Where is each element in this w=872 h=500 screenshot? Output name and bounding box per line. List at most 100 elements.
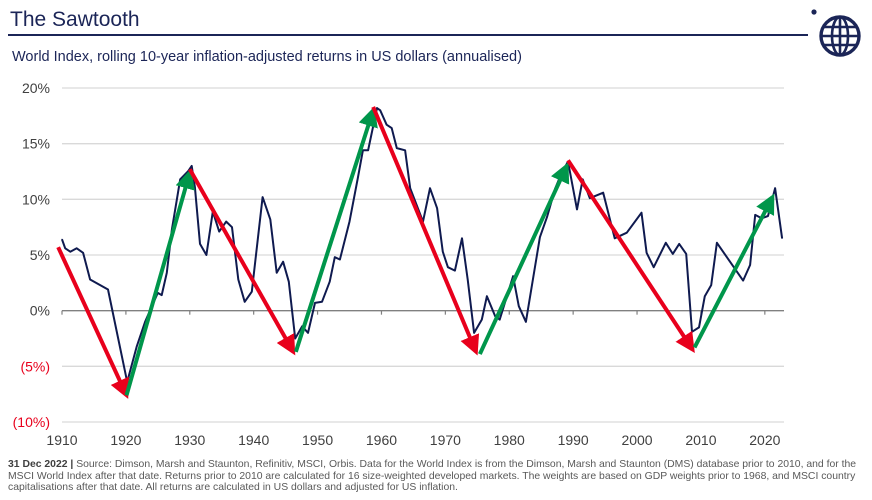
- up-trend-arrow: [478, 162, 570, 355]
- data-point: [386, 124, 388, 126]
- globe-icon: [811, 9, 861, 57]
- y-tick-label: 20%: [22, 80, 50, 96]
- y-axis-labels: 20% 15% 10% 5% 0% (5%) (10%): [13, 80, 50, 430]
- data-point: [107, 288, 109, 291]
- data-point: [396, 147, 398, 149]
- data-point: [69, 251, 71, 253]
- grid-lines: [62, 87, 784, 423]
- data-point: [288, 281, 290, 283]
- data-point: [653, 266, 655, 268]
- data-point: [749, 264, 751, 266]
- data-point: [576, 208, 578, 210]
- data-point: [362, 149, 364, 151]
- data-point: [321, 301, 323, 303]
- data-point: [698, 326, 700, 328]
- data-point: [481, 319, 483, 321]
- data-point: [357, 177, 359, 179]
- x-axis-labels: 1910 1920 1930 1940 1950 1960 1970 1980 1990 2000…: [46, 432, 780, 448]
- data-point: [314, 302, 316, 304]
- data-point: [436, 207, 438, 209]
- data-point: [376, 107, 378, 109]
- data-point: [499, 319, 501, 321]
- data-point: [231, 226, 233, 228]
- data-point: [640, 212, 643, 214]
- y-tick-label: 0%: [30, 303, 50, 319]
- data-point: [379, 109, 381, 111]
- data-point: [429, 187, 431, 189]
- x-tick-label: 2010: [685, 432, 716, 448]
- data-point: [334, 256, 336, 258]
- data-point: [781, 237, 783, 239]
- down-trend-arrow: [566, 159, 695, 353]
- y-tick-label: (5%): [20, 358, 50, 374]
- up-trend-arrow: [692, 193, 775, 349]
- data-point: [282, 261, 284, 263]
- data-point: [486, 295, 488, 297]
- data-point: [89, 278, 91, 281]
- x-axis: [61, 310, 784, 315]
- trend-arrows: [56, 106, 775, 399]
- down-trend-arrow: [371, 106, 480, 356]
- down-trend-arrow: [56, 246, 129, 399]
- data-point: [136, 345, 138, 347]
- data-point: [199, 243, 201, 245]
- data-point: [126, 381, 128, 383]
- x-tick-label: 2020: [749, 432, 780, 448]
- title-divider: [8, 34, 808, 36]
- x-tick-label: 2000: [621, 432, 652, 448]
- data-point: [187, 170, 189, 173]
- data-point: [191, 165, 193, 167]
- data-point: [237, 278, 239, 281]
- x-tick-label: 1970: [430, 432, 461, 448]
- data-point: [672, 253, 674, 255]
- data-point: [276, 272, 278, 274]
- data-point: [774, 187, 776, 189]
- data-point: [546, 216, 548, 218]
- data-point: [269, 218, 271, 220]
- chart-subtitle: World Index, rolling 10-year inflation-a…: [12, 49, 522, 65]
- data-point: [307, 332, 309, 334]
- data-point: [61, 238, 63, 240]
- data-point: [76, 247, 78, 249]
- data-point: [532, 278, 534, 281]
- x-tick-label: 1940: [238, 432, 269, 448]
- x-tick-label: 1930: [174, 432, 205, 448]
- up-trend-arrow: [293, 106, 378, 353]
- data-point: [442, 251, 444, 253]
- x-tick-label: 1920: [110, 432, 141, 448]
- data-point: [218, 231, 220, 233]
- data-point: [704, 295, 706, 297]
- x-tick-label: 1990: [558, 432, 589, 448]
- data-point: [665, 242, 667, 244]
- data-point: [518, 305, 520, 307]
- down-trend-arrow: [188, 168, 296, 356]
- data-point: [244, 301, 246, 303]
- x-tick-label: 1950: [302, 432, 333, 448]
- data-point: [710, 284, 712, 286]
- data-point: [205, 254, 207, 256]
- data-point: [685, 253, 687, 255]
- data-point: [512, 275, 514, 277]
- up-trend-arrow: [124, 168, 196, 396]
- data-point: [539, 236, 541, 238]
- data-point: [473, 332, 475, 334]
- data-point: [525, 321, 527, 323]
- data-point: [626, 232, 628, 234]
- data-point: [678, 243, 680, 245]
- data-point: [767, 215, 769, 217]
- data-point: [646, 252, 648, 254]
- x-tick-label: 1960: [366, 432, 397, 448]
- chart: 20%15%10%5%0%(5%)(10%) 1910 1920 1930 1940 1…: [13, 80, 784, 448]
- y-tick-label: 15%: [22, 136, 50, 152]
- footnote-source-text: Source: Dimson, Marsh and Staunton, Refi…: [8, 459, 857, 493]
- data-point: [716, 242, 718, 244]
- data-point: [161, 294, 163, 296]
- data-point: [367, 149, 369, 151]
- data-point: [691, 331, 693, 333]
- data-point: [409, 187, 411, 189]
- data-point: [179, 178, 181, 180]
- data-point: [467, 278, 469, 281]
- y-tick-label: (10%): [13, 414, 50, 430]
- data-point: [339, 258, 341, 261]
- data-point: [404, 149, 406, 151]
